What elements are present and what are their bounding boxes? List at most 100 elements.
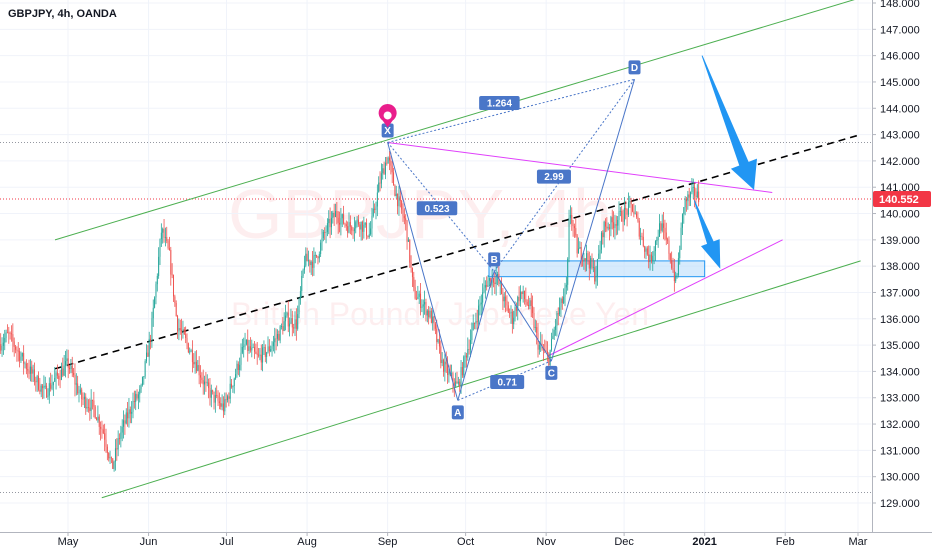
candle-body — [556, 313, 558, 326]
candle-body — [266, 352, 268, 357]
candle-body — [468, 349, 470, 350]
candle-body — [438, 339, 440, 347]
candle-body — [317, 256, 319, 259]
ratio-label: 2.99 — [544, 172, 564, 183]
candle-body — [403, 215, 405, 219]
harmonic-pattern[interactable] — [387, 78, 635, 401]
candle-body — [555, 325, 557, 330]
candle-body — [17, 350, 19, 352]
candle-body — [474, 323, 476, 324]
candle-body — [298, 299, 300, 315]
candle-body — [636, 213, 638, 217]
candle-body — [418, 293, 420, 297]
support-zone[interactable] — [488, 260, 706, 278]
candle-body — [533, 313, 535, 328]
candle-body — [249, 346, 251, 351]
candle-body — [151, 318, 153, 341]
candle-body — [240, 352, 242, 365]
candle-body — [225, 399, 227, 401]
candle-body — [465, 355, 467, 358]
down-arrow-icon — [693, 200, 721, 269]
candle-body — [231, 383, 233, 388]
candle-body — [106, 446, 108, 454]
channel-lower-line — [101, 260, 861, 499]
candle-body — [378, 182, 380, 193]
candle-body — [166, 237, 168, 241]
diag-xd — [387, 78, 635, 143]
candle-body — [173, 274, 174, 297]
candle-body — [362, 221, 363, 232]
candle-body — [617, 219, 619, 226]
candle-body — [299, 291, 301, 300]
leg-xa — [387, 142, 459, 401]
candle-body — [117, 438, 119, 450]
candle-body — [426, 310, 428, 316]
candle-body — [193, 362, 195, 365]
point-label-box — [381, 123, 394, 138]
candle-body — [252, 347, 254, 348]
candle-body — [139, 389, 141, 395]
candle-body — [54, 378, 56, 382]
candle-body — [443, 359, 444, 372]
candle-body — [258, 354, 260, 356]
projection-arrows[interactable] — [693, 55, 757, 269]
ratio-label-box — [536, 169, 571, 184]
point-label: B — [491, 255, 498, 266]
ratio-label-box — [479, 96, 520, 110]
wedge-lower-line — [548, 239, 783, 357]
candle-body — [278, 334, 280, 341]
candle-body — [146, 352, 147, 362]
candle-body — [268, 346, 270, 352]
candle-body — [637, 216, 639, 221]
rising-channel[interactable] — [54, 0, 861, 499]
candle-body — [51, 385, 53, 389]
candle-body — [324, 232, 326, 233]
candle-body — [482, 292, 484, 303]
price-tick-label: 143.000 — [880, 130, 920, 142]
candle-body — [696, 191, 698, 198]
candle-body — [171, 274, 173, 276]
candle-body — [578, 248, 579, 254]
candle-body — [406, 220, 408, 242]
candle-body — [545, 350, 547, 352]
candle-body — [316, 254, 318, 257]
candle-body — [582, 259, 584, 262]
candle-body — [664, 227, 666, 233]
candle-body — [525, 299, 527, 302]
candle-body — [370, 228, 372, 235]
price-axis[interactable]: 129.000 130.000 131.000 132.000 133.000 134.0… — [872, 0, 920, 510]
candle-body — [163, 228, 165, 238]
candle-body — [159, 239, 161, 257]
candle-body — [615, 224, 617, 226]
candle-body — [29, 366, 31, 374]
candle-body — [90, 399, 92, 412]
candle-body — [594, 267, 596, 282]
candle-body — [135, 393, 137, 402]
candle-body — [341, 214, 343, 219]
candle-body — [19, 351, 21, 361]
time-tick-label: 2021 — [692, 536, 716, 548]
candle-body — [102, 429, 104, 434]
candle-body — [143, 376, 145, 378]
candle-body — [227, 396, 228, 401]
map-pin-icon — [378, 103, 397, 128]
candle-body — [660, 223, 662, 231]
candle-body — [505, 296, 507, 301]
candle-body — [11, 333, 12, 335]
candle-body — [393, 172, 395, 186]
candle-body — [583, 258, 585, 262]
candle-body — [690, 192, 692, 198]
candle-body — [158, 256, 160, 276]
candle-body — [673, 270, 675, 282]
candle-body — [642, 236, 644, 247]
time-axis[interactable]: May Jun Jul Aug Sep Oct Nov Dec 2021 Feb Mar — [58, 532, 868, 548]
candle-body — [125, 412, 127, 424]
candle-body — [94, 406, 96, 419]
candle-body — [247, 339, 249, 351]
candle-body — [430, 310, 432, 323]
candle-body — [587, 253, 589, 261]
candle-body — [409, 239, 411, 263]
price-tick-label: 146.000 — [880, 51, 920, 63]
candle-body — [262, 347, 264, 363]
